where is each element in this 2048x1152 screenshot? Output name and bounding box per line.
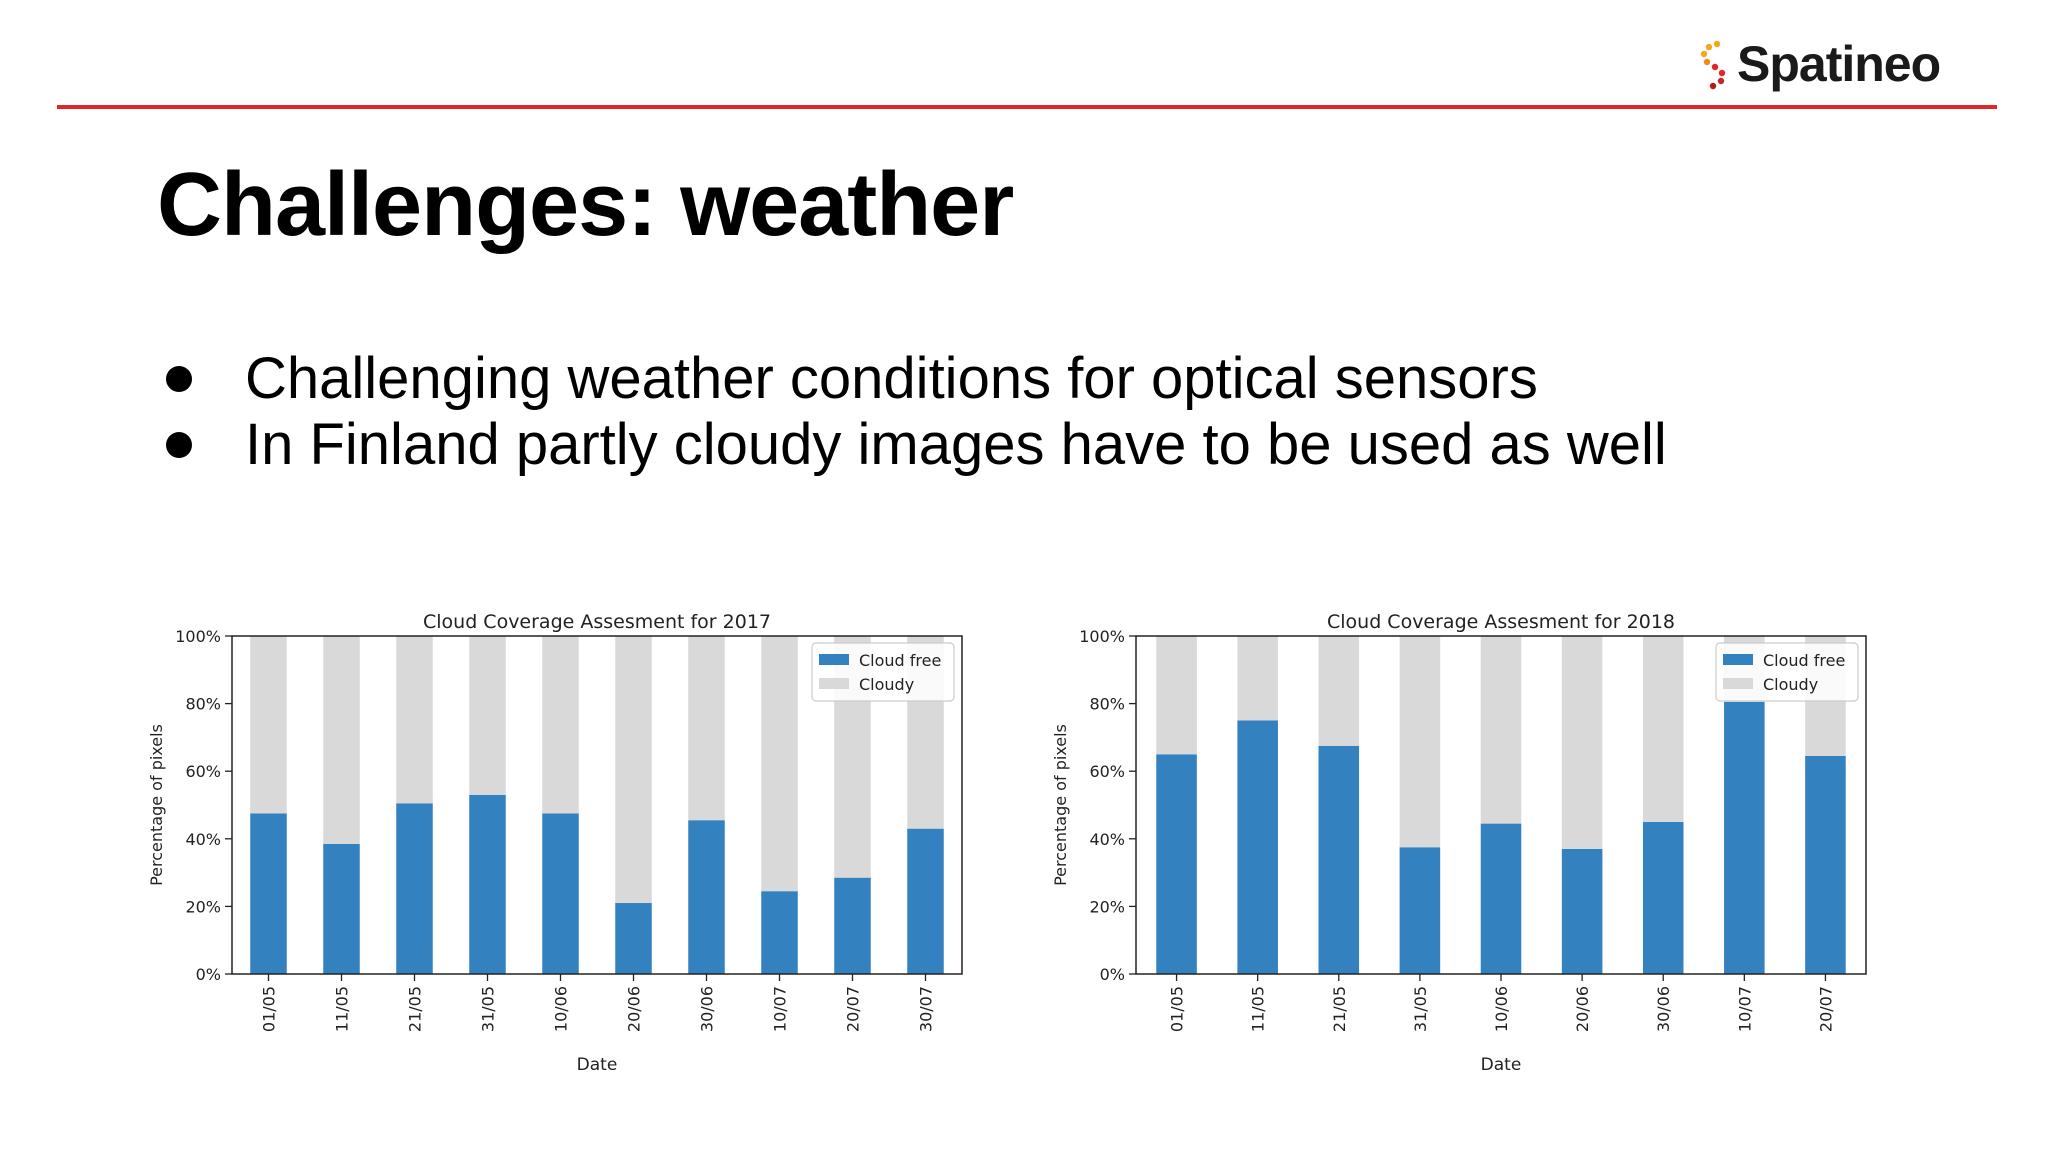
bar-cloudy [761, 636, 798, 892]
x-tick-label: 21/05 [1330, 986, 1349, 1032]
bar-cloud-free [1318, 745, 1360, 974]
spatineo-logo-icon [1700, 40, 1726, 90]
y-tick-label: 0% [196, 965, 221, 984]
logo-text: Spatineo [1737, 36, 1941, 92]
chart-2018: Cloud Coverage Assesment for 2018 0% 20% 40… [1044, 596, 1880, 1076]
spatineo-logo: Spatineo [1693, 34, 1941, 94]
legend-swatch [1723, 678, 1753, 689]
x-tick-label: 10/06 [552, 986, 571, 1032]
y-tick-label: 40% [185, 830, 221, 849]
x-tick-label: 01/05 [260, 986, 279, 1032]
y-tick-label: 60% [1089, 762, 1125, 781]
x-tick-label: 20/06 [625, 986, 644, 1032]
bar-cloudy [323, 636, 360, 844]
bar-cloudy [542, 636, 579, 814]
chart-2017-svg: Cloud Coverage Assesment for 2017 0% 20% 40… [147, 611, 963, 1075]
bar-cloud-free [1480, 823, 1522, 974]
legend-label: Cloudy [859, 675, 914, 694]
bullet-text: In Finland partly cloudy images have to … [245, 412, 1667, 477]
x-tick-label: 20/07 [1816, 986, 1835, 1032]
x-tick-label: 10/07 [771, 986, 790, 1032]
x-tick-label: 10/06 [1492, 986, 1511, 1032]
y-tick-label: 40% [1089, 830, 1125, 849]
y-tick-label: 20% [1089, 897, 1125, 916]
chart-2018-svg: Cloud Coverage Assesment for 2018 0% 20% 40… [1051, 611, 1867, 1075]
bar-cloud-free [1561, 848, 1603, 974]
bullet-list: Challenging weather conditions for optic… [160, 346, 1667, 478]
legend-swatch [1723, 654, 1753, 665]
bullet-item: Challenging weather conditions for optic… [160, 346, 1667, 412]
y-tick-label: 80% [185, 695, 221, 714]
bar-cloud-free [1237, 720, 1278, 974]
bar-cloud-free [469, 794, 506, 974]
bullet-text: Challenging weather conditions for optic… [245, 346, 1538, 411]
bar-cloud-free [688, 820, 725, 974]
x-tick-label: 31/05 [479, 986, 498, 1032]
header-divider [57, 105, 1997, 109]
plot-frame [1135, 635, 1867, 975]
bar-cloud-free [323, 843, 360, 974]
bar-cloudy [1642, 636, 1684, 822]
y-tick-label: 60% [185, 762, 221, 781]
y-tick-label: 20% [185, 897, 221, 916]
bar-cloud-free [1724, 701, 1765, 974]
legend-label: Cloud free [859, 651, 941, 670]
legend: Cloud free Cloudy [1715, 642, 1859, 702]
legend-swatch [819, 654, 849, 665]
x-tick-label: 30/06 [1654, 986, 1673, 1032]
bar-cloud-free [1642, 821, 1684, 974]
bar-cloudy [1156, 636, 1197, 755]
bar-cloud-free [396, 803, 433, 974]
x-tick-label: 10/07 [1735, 986, 1754, 1032]
x-tick-label: 20/07 [844, 986, 863, 1032]
bullet-dot-icon [166, 366, 192, 392]
x-tick-label: 31/05 [1411, 986, 1430, 1032]
x-tick-label: 21/05 [406, 986, 425, 1032]
bar-cloud-free [1805, 755, 1846, 974]
bar-cloudy [469, 636, 506, 795]
bar-cloudy [688, 636, 725, 821]
slide-title: Challenges: weather [157, 155, 1014, 255]
bar-cloudy [1237, 636, 1278, 721]
legend-label: Cloud free [1763, 651, 1845, 670]
legend: Cloud free Cloudy [811, 642, 955, 702]
x-axis-label: Date [577, 1055, 618, 1075]
x-tick-label: 11/05 [1249, 986, 1268, 1032]
chart-title: Cloud Coverage Assesment for 2018 [1327, 611, 1675, 633]
bar-cloudy [1318, 636, 1360, 746]
bar-cloud-free [250, 813, 287, 974]
bar-cloud-free [1156, 754, 1197, 974]
legend-label: Cloudy [1763, 675, 1818, 694]
bar-cloudy [250, 636, 287, 814]
bar-cloud-free [615, 903, 652, 974]
bar-cloud-free [542, 813, 579, 974]
bar-cloud-free [834, 877, 871, 974]
bullet-item: In Finland partly cloudy images have to … [160, 412, 1667, 478]
chart-title: Cloud Coverage Assesment for 2017 [423, 611, 771, 633]
bar-cloudy [396, 636, 433, 804]
bar-cloudy [1561, 636, 1603, 849]
y-tick-label: 0% [1100, 965, 1125, 984]
y-tick-label: 100% [1079, 627, 1125, 646]
y-axis-label: Percentage of pixels [1051, 724, 1070, 886]
y-axis-label: Percentage of pixels [147, 724, 166, 886]
bar-cloud-free [1399, 847, 1441, 974]
bar-cloud-free [907, 828, 944, 974]
x-tick-label: 30/07 [917, 986, 936, 1032]
bar-cloudy [1399, 636, 1441, 848]
y-tick-label: 80% [1089, 695, 1125, 714]
x-tick-label: 20/06 [1573, 986, 1592, 1032]
y-tick-label: 100% [175, 627, 221, 646]
bar-cloudy [615, 636, 652, 904]
x-tick-label: 11/05 [333, 986, 352, 1032]
x-tick-label: 01/05 [1168, 986, 1187, 1032]
bar-cloudy [1480, 636, 1522, 824]
plot-frame [231, 635, 963, 975]
legend-swatch [819, 678, 849, 689]
x-tick-label: 30/06 [698, 986, 717, 1032]
x-axis-label: Date [1481, 1055, 1522, 1075]
bar-cloud-free [761, 891, 798, 974]
bullet-dot-icon [166, 432, 192, 458]
chart-2017: Cloud Coverage Assesment for 2017 0% 20% 40… [140, 596, 976, 1076]
